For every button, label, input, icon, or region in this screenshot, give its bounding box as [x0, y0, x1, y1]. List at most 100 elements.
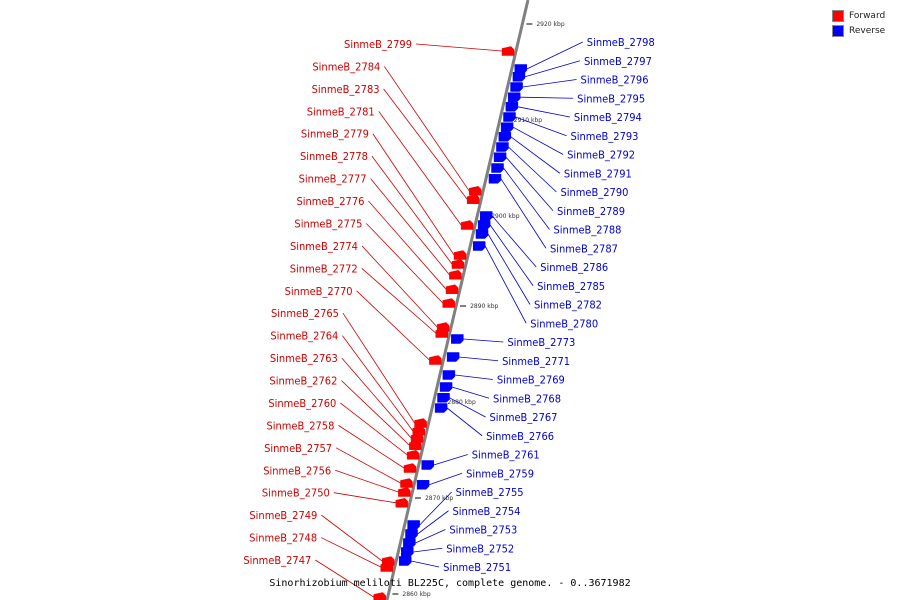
reverse-gene-label[interactable]: SinmeB_2797	[584, 55, 652, 68]
reverse-gene-label[interactable]: SinmeB_2771	[502, 355, 570, 368]
reverse-gene-label[interactable]: SinmeB_2785	[537, 280, 605, 293]
reverse-gene-feature[interactable]	[472, 241, 486, 251]
forward-gene-feature[interactable]	[412, 426, 426, 436]
forward-gene-label[interactable]: SinmeB_2778	[300, 150, 368, 163]
reverse-gene-label[interactable]: SinmeB_2761	[472, 449, 540, 462]
reverse-gene-label[interactable]: SinmeB_2754	[453, 505, 521, 518]
reverse-gene-label[interactable]: SinmeB_2767	[490, 411, 558, 424]
forward-gene-label[interactable]: SinmeB_2760	[268, 397, 336, 410]
forward-gene-label[interactable]: SinmeB_2747	[243, 554, 311, 567]
reverse-gene-label[interactable]: SinmeB_2755	[456, 486, 524, 499]
forward-gene-label[interactable]: SinmeB_2748	[249, 532, 317, 545]
reverse-gene-feature[interactable]	[398, 556, 412, 566]
reverse-gene-label[interactable]: SinmeB_2759	[466, 467, 534, 480]
reverse-gene-label[interactable]: SinmeB_2780	[530, 317, 598, 330]
forward-gene-feature[interactable]	[435, 328, 448, 338]
forward-gene-feature[interactable]	[468, 186, 482, 196]
reverse-gene-feature[interactable]	[407, 520, 420, 530]
forward-gene-feature[interactable]	[400, 478, 413, 488]
reverse-gene-feature[interactable]	[496, 142, 509, 152]
reverse-gene-label[interactable]: SinmeB_2786	[540, 261, 608, 274]
forward-gene-feature[interactable]	[442, 298, 456, 308]
forward-gene-feature[interactable]	[380, 562, 394, 572]
reverse-gene-feature[interactable]	[500, 122, 514, 132]
forward-gene-feature[interactable]	[466, 194, 480, 204]
reverse-gene-feature[interactable]	[514, 64, 528, 74]
forward-gene-label[interactable]: SinmeB_2765	[271, 307, 339, 320]
reverse-gene-feature[interactable]	[434, 403, 448, 413]
forward-gene-feature[interactable]	[451, 259, 465, 269]
reverse-gene-label[interactable]: SinmeB_2751	[443, 561, 511, 574]
reverse-gene-feature[interactable]	[416, 480, 430, 490]
forward-gene-label[interactable]: SinmeB_2772	[290, 262, 358, 275]
reverse-gene-feature[interactable]	[505, 102, 519, 112]
forward-gene-label[interactable]: SinmeB_2776	[296, 195, 364, 208]
reverse-gene-feature[interactable]	[405, 529, 418, 539]
forward-gene-feature[interactable]	[373, 592, 386, 600]
reverse-gene-feature[interactable]	[498, 132, 512, 142]
reverse-gene-feature[interactable]	[401, 547, 414, 557]
reverse-gene-feature[interactable]	[446, 352, 460, 362]
reverse-gene-label[interactable]: SinmeB_2787	[550, 242, 618, 255]
reverse-gene-feature[interactable]	[442, 370, 456, 380]
reverse-gene-label[interactable]: SinmeB_2793	[571, 130, 639, 143]
reverse-gene-feature[interactable]	[439, 382, 453, 392]
forward-gene-feature[interactable]	[410, 433, 424, 443]
forward-gene-label[interactable]: SinmeB_2756	[263, 464, 331, 477]
reverse-gene-feature[interactable]	[451, 334, 464, 344]
forward-gene-feature[interactable]	[453, 250, 467, 260]
forward-gene-feature[interactable]	[403, 463, 417, 473]
forward-gene-label[interactable]: SinmeB_2799	[344, 38, 412, 51]
forward-gene-feature[interactable]	[445, 284, 459, 294]
forward-gene-label[interactable]: SinmeB_2764	[270, 330, 338, 343]
forward-gene-feature[interactable]	[395, 498, 409, 508]
forward-gene-label[interactable]: SinmeB_2763	[270, 352, 338, 365]
forward-gene-feature[interactable]	[460, 220, 474, 230]
forward-gene-label[interactable]: SinmeB_2774	[290, 240, 358, 253]
forward-gene-feature[interactable]	[414, 418, 427, 428]
reverse-gene-label[interactable]: SinmeB_2798	[587, 36, 655, 49]
reverse-gene-label[interactable]: SinmeB_2788	[554, 224, 622, 237]
forward-gene-label[interactable]: SinmeB_2758	[266, 419, 334, 432]
forward-gene-label[interactable]: SinmeB_2775	[294, 217, 362, 230]
forward-gene-label[interactable]: SinmeB_2784	[312, 60, 380, 73]
forward-gene-feature[interactable]	[429, 355, 442, 365]
reverse-gene-label[interactable]: SinmeB_2768	[493, 392, 561, 405]
forward-gene-label[interactable]: SinmeB_2757	[264, 442, 332, 455]
forward-gene-feature[interactable]	[406, 450, 420, 460]
reverse-gene-label[interactable]: SinmeB_2791	[564, 167, 632, 180]
reverse-gene-feature[interactable]	[479, 211, 493, 221]
reverse-gene-label[interactable]: SinmeB_2794	[574, 111, 642, 124]
forward-gene-label[interactable]: SinmeB_2783	[312, 83, 380, 96]
reverse-gene-label[interactable]: SinmeB_2795	[577, 92, 645, 105]
reverse-gene-feature[interactable]	[507, 92, 521, 102]
forward-gene-label[interactable]: SinmeB_2777	[299, 173, 367, 186]
reverse-gene-feature[interactable]	[493, 152, 507, 162]
forward-gene-feature[interactable]	[501, 46, 515, 56]
reverse-gene-label[interactable]: SinmeB_2782	[534, 299, 602, 312]
forward-gene-label[interactable]: SinmeB_2750	[262, 487, 330, 500]
reverse-gene-feature[interactable]	[403, 538, 416, 548]
forward-gene-label[interactable]: SinmeB_2781	[307, 105, 375, 118]
reverse-gene-label[interactable]: SinmeB_2766	[486, 430, 554, 443]
forward-gene-feature[interactable]	[409, 440, 422, 450]
reverse-gene-label[interactable]: SinmeB_2792	[567, 149, 635, 162]
reverse-gene-feature[interactable]	[503, 112, 516, 122]
reverse-gene-feature[interactable]	[510, 82, 523, 92]
reverse-gene-label[interactable]: SinmeB_2796	[581, 74, 649, 87]
reverse-gene-feature[interactable]	[491, 163, 504, 173]
reverse-gene-feature[interactable]	[421, 460, 434, 470]
forward-gene-feature[interactable]	[449, 270, 462, 280]
forward-gene-label[interactable]: SinmeB_2779	[301, 128, 369, 141]
reverse-gene-feature[interactable]	[437, 393, 450, 403]
reverse-gene-feature[interactable]	[488, 174, 502, 184]
forward-gene-label[interactable]: SinmeB_2770	[285, 285, 353, 298]
reverse-gene-label[interactable]: SinmeB_2753	[449, 524, 517, 537]
reverse-gene-label[interactable]: SinmeB_2752	[446, 542, 514, 555]
forward-gene-label[interactable]: SinmeB_2762	[269, 375, 337, 388]
reverse-gene-label[interactable]: SinmeB_2769	[497, 374, 565, 387]
reverse-gene-feature[interactable]	[512, 72, 526, 82]
reverse-gene-feature[interactable]	[475, 229, 489, 239]
reverse-gene-label[interactable]: SinmeB_2789	[557, 205, 625, 218]
reverse-gene-label[interactable]: SinmeB_2773	[507, 336, 575, 349]
